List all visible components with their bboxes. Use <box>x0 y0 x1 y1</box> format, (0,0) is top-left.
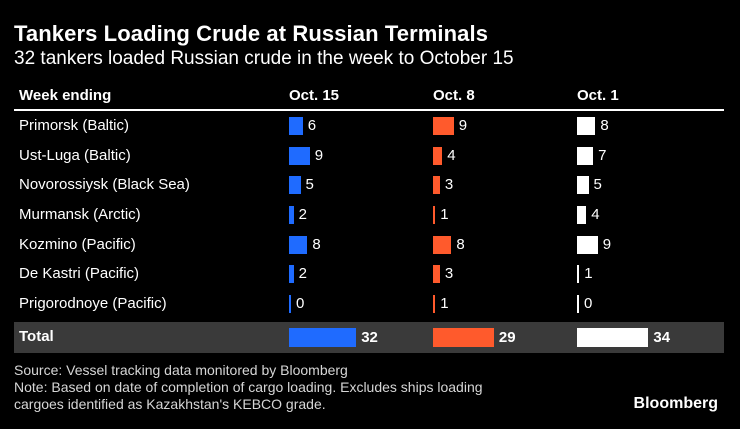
bar-value: 9 <box>458 117 468 134</box>
terminal-label: Murmansk (Arctic) <box>19 206 141 224</box>
bar-value: 8 <box>600 117 609 134</box>
bar-oct-1 <box>577 206 587 225</box>
bar-oct-15 <box>289 146 310 165</box>
total-bar-oct-15 <box>289 327 357 347</box>
bar-value: 0 <box>296 295 305 313</box>
bar-value: 3 <box>444 265 454 283</box>
total-label: Total <box>19 327 54 345</box>
total-bar-oct-1 <box>577 327 649 347</box>
table-row: Kozmino (Pacific) 8 8 9 <box>14 230 724 260</box>
bar-oct-8 <box>433 206 436 225</box>
source-note: Source: Vessel tracking data monitored b… <box>14 362 483 413</box>
bar-oct-1 <box>577 265 580 284</box>
bar-value: 4 <box>591 206 600 224</box>
bar-oct-1 <box>577 235 598 254</box>
header-oct-15: Oct. 15 <box>289 87 340 104</box>
bar-value: 4 <box>447 146 456 164</box>
bar-value: 9 <box>602 235 612 253</box>
table-row: Prigorodnoye (Pacific) 0 1 0 <box>14 289 724 319</box>
bar-oct-8 <box>433 265 440 284</box>
terminal-table: Week ending Oct. 15 Oct. 8 Oct. 1 Primor… <box>14 82 724 353</box>
chart-subtitle: 32 tankers loaded Russian crude in the w… <box>14 48 514 69</box>
total-value: 29 <box>498 328 516 346</box>
table-row: Murmansk (Arctic) 2 1 4 <box>14 200 724 230</box>
bar-value: 7 <box>598 146 607 164</box>
bar-value: 8 <box>312 235 321 253</box>
table-row: Primorsk (Baltic) 6 9 8 <box>14 111 724 141</box>
bar-value: 1 <box>584 265 593 283</box>
table-body: Primorsk (Baltic) 6 9 8 Ust-Luga (Baltic) 9 4 7… <box>14 111 724 353</box>
bar-oct-15 <box>289 295 291 314</box>
table-row: De Kastri (Pacific) 2 3 1 <box>14 259 724 289</box>
bar-oct-8 <box>433 146 443 165</box>
table-row: Novorossiysk (Black Sea) 5 3 5 <box>14 170 724 200</box>
bar-oct-1 <box>577 176 589 195</box>
note-line-2: cargoes identified as Kazakhstan's KEBCO… <box>14 396 326 412</box>
bar-value: 3 <box>444 176 454 194</box>
bar-oct-8 <box>433 176 440 195</box>
table-row: Ust-Luga (Baltic) 9 4 7 <box>14 141 724 171</box>
note-line-1: Note: Based on date of completion of car… <box>14 379 483 395</box>
bar-value: 5 <box>593 176 602 194</box>
bar-value: 9 <box>314 146 324 164</box>
bar-oct-1 <box>577 117 596 135</box>
bar-value: 1 <box>440 206 449 224</box>
header-oct-1: Oct. 1 <box>577 87 619 104</box>
terminal-label: Novorossiysk (Black Sea) <box>19 176 190 194</box>
terminal-label: De Kastri (Pacific) <box>19 265 140 283</box>
total-value: 32 <box>361 328 378 346</box>
chart-title: Tankers Loading Crude at Russian Termina… <box>14 21 489 46</box>
source-line: Source: Vessel tracking data monitored b… <box>14 362 348 378</box>
bar-value: 1 <box>440 295 449 313</box>
bloomberg-logo: Bloomberg <box>633 395 718 412</box>
header-oct-8: Oct. 8 <box>433 87 475 104</box>
table-header: Week ending Oct. 15 Oct. 8 Oct. 1 <box>14 82 724 111</box>
bar-value: 5 <box>305 176 314 194</box>
bar-oct-1 <box>577 146 594 165</box>
terminal-label: Prigorodnoye (Pacific) <box>19 295 167 313</box>
bar-value: 2 <box>298 265 307 283</box>
total-bar-oct-8 <box>433 327 494 347</box>
bar-value: 6 <box>307 117 317 134</box>
bar-value: 8 <box>456 235 465 253</box>
bar-oct-15 <box>289 117 303 135</box>
bar-value: 2 <box>298 206 307 224</box>
bar-oct-8 <box>433 235 452 254</box>
bar-oct-15 <box>289 265 294 284</box>
bar-oct-1 <box>577 295 579 314</box>
bar-oct-15 <box>289 176 301 195</box>
total-row: Total 32 29 34 <box>14 321 724 353</box>
bar-oct-15 <box>289 235 308 254</box>
bar-oct-15 <box>289 206 294 225</box>
header-week-ending: Week ending <box>19 87 112 104</box>
bar-oct-8 <box>433 295 436 314</box>
bar-value: 0 <box>584 295 593 313</box>
terminal-label: Kozmino (Pacific) <box>19 235 136 253</box>
bar-oct-8 <box>433 117 454 135</box>
total-value: 34 <box>653 328 671 346</box>
terminal-label: Ust-Luga (Baltic) <box>19 146 131 164</box>
terminal-label: Primorsk (Baltic) <box>19 117 130 134</box>
